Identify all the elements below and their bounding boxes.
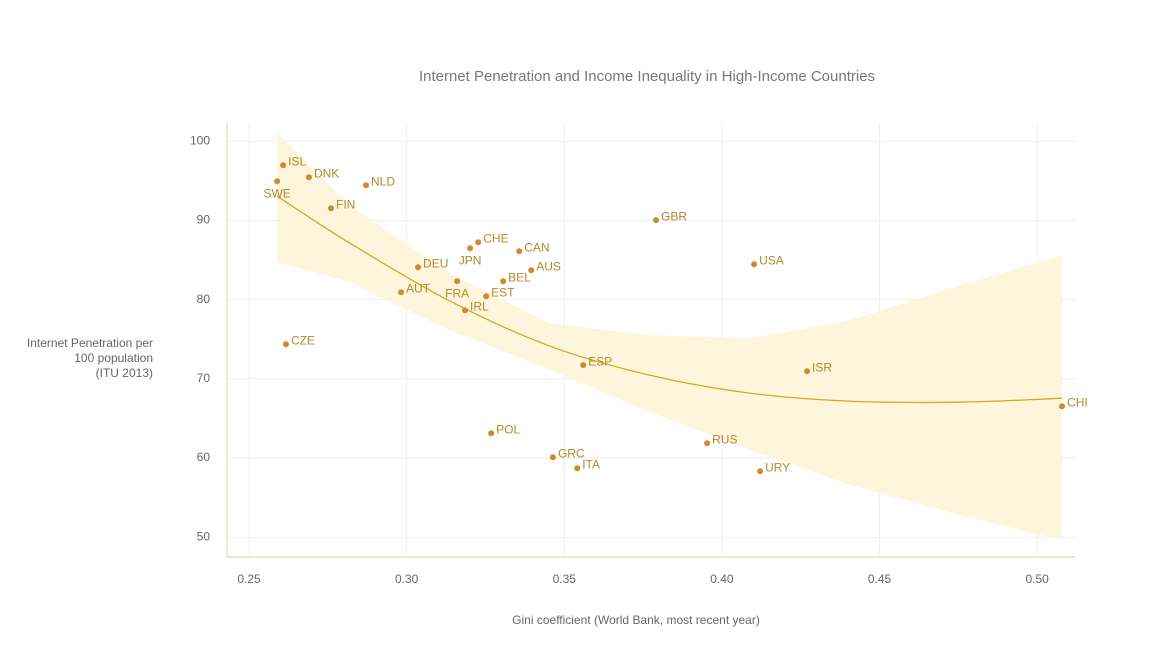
- point-label: CHE: [483, 231, 508, 245]
- point: [751, 261, 758, 268]
- point: [274, 178, 281, 185]
- point-label: ISR: [812, 360, 832, 374]
- point: [574, 465, 581, 472]
- x-tick-label: 0.40: [710, 572, 734, 586]
- chart-title: Internet Penetration and Income Inequali…: [419, 68, 875, 85]
- point-label: DEU: [423, 256, 448, 270]
- point: [549, 454, 556, 461]
- point-label: POL: [496, 422, 520, 436]
- point-label: IRL: [470, 299, 489, 313]
- point-label: FRA: [445, 286, 469, 300]
- point-label: CHI: [1067, 395, 1088, 409]
- point: [415, 264, 422, 271]
- point-label: ESP: [588, 354, 612, 368]
- point-label: RUS: [712, 432, 737, 446]
- point: [516, 248, 523, 255]
- x-tick-label: 0.30: [395, 572, 419, 586]
- point: [467, 245, 474, 252]
- point: [580, 362, 587, 369]
- point-label: DNK: [314, 166, 339, 180]
- y-axis-label: (ITU 2013): [96, 366, 153, 380]
- x-tick-label: 0.25: [237, 572, 261, 586]
- point: [282, 341, 289, 348]
- point: [454, 278, 461, 285]
- point: [704, 440, 711, 447]
- point-label: SWE: [263, 186, 290, 200]
- point-label: ITA: [582, 457, 600, 471]
- y-tick-label: 80: [197, 292, 211, 306]
- y-tick-label: 90: [197, 213, 211, 227]
- point: [363, 182, 370, 189]
- point: [328, 205, 335, 212]
- x-tick-label: 0.50: [1025, 572, 1049, 586]
- y-tick-label: 50: [197, 529, 211, 543]
- point-label: AUS: [536, 259, 561, 273]
- point: [653, 217, 660, 224]
- point: [500, 278, 507, 285]
- y-axis-label: Internet Penetration per: [27, 336, 153, 350]
- point: [1059, 403, 1066, 410]
- point-label: JPN: [459, 253, 482, 267]
- point-label: BEL: [508, 270, 531, 284]
- y-tick-label: 70: [197, 371, 211, 385]
- point: [483, 293, 490, 300]
- point: [398, 289, 405, 296]
- point-label: AUT: [406, 281, 431, 295]
- y-axis-label: 100 population: [74, 351, 153, 365]
- x-tick-label: 0.45: [868, 572, 892, 586]
- point: [280, 162, 287, 169]
- x-tick-label: 0.35: [553, 572, 577, 586]
- point-label: NLD: [371, 174, 395, 188]
- point-label: GRC: [558, 446, 585, 460]
- point-label: USA: [759, 253, 784, 267]
- point-label: ISL: [288, 154, 306, 168]
- point-label: EST: [491, 285, 515, 299]
- point-label: GBR: [661, 209, 687, 223]
- point: [757, 468, 764, 475]
- point-label: URY: [765, 460, 790, 474]
- y-tick-label: 60: [197, 450, 211, 464]
- point: [804, 368, 811, 375]
- trend-line: [276, 195, 1063, 404]
- x-axis-label: Gini coefficient (World Bank, most recen…: [512, 613, 760, 627]
- point: [528, 267, 535, 274]
- point: [488, 430, 495, 437]
- y-tick-label: 100: [190, 133, 210, 147]
- confidence-band: [277, 133, 1063, 541]
- point: [462, 307, 469, 314]
- point: [475, 239, 482, 246]
- point-label: CAN: [524, 240, 549, 254]
- point-label: CZE: [291, 333, 315, 347]
- point: [305, 174, 312, 181]
- point-label: FIN: [336, 197, 355, 211]
